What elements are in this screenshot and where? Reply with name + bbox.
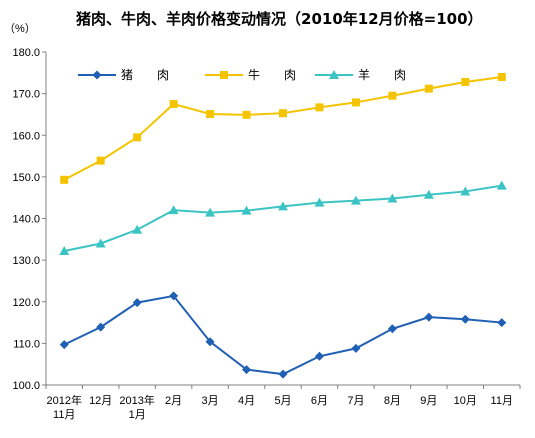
x-tick-label: 1月 [129,409,146,421]
x-tick-label: 8月 [384,395,401,407]
y-tick-label: 170.0 [12,89,40,101]
data-point [279,109,287,118]
x-tick-label: 4月 [238,395,255,407]
y-unit-label: （%） [4,23,36,35]
x-tick-label: 2月 [165,395,182,407]
legend-item: 猪 肉 [78,68,169,82]
data-point [168,205,179,215]
data-point [95,238,106,248]
y-tick-label: 160.0 [12,130,40,142]
x-tick-label: 6月 [311,395,328,407]
x-tick-label: 2012年 [46,393,81,407]
x-tick-label: 7月 [347,395,364,407]
legend-item: 羊 肉 [315,67,406,82]
y-tick-label: 120.0 [12,297,40,309]
x-tick-label: 12月 [89,395,112,407]
data-point [169,291,179,301]
legend-label: 猪 肉 [121,68,169,82]
x-tick-label: 2013年 [119,393,154,407]
data-point [496,180,507,190]
data-point [388,91,397,100]
y-tick-label: 150.0 [12,172,40,184]
data-point [242,110,251,119]
legend-marker [92,70,102,80]
y-tick-label: 100.0 [12,380,40,392]
data-point [278,201,288,211]
data-point [278,369,288,379]
data-point [315,103,324,112]
data-point [96,322,106,332]
series-line [64,184,502,252]
data-point [205,337,215,347]
x-tick-label: 9月 [420,395,437,407]
data-point [460,314,470,324]
x-tick-label: 10月 [454,395,477,407]
data-point [59,340,69,350]
y-tick-labels: 100.0 110.0 120.0 130.0 140.0 150.0 160.0 170.0… [12,47,40,392]
series-line [63,294,502,376]
data-point [96,156,105,165]
data-point [314,351,324,361]
data-point [169,100,178,109]
series-2 [60,72,506,184]
legend-label: 羊 肉 [358,67,406,82]
data-point [497,72,506,81]
legend-marker [329,70,339,79]
data-point [206,110,215,119]
data-point [59,245,70,255]
y-tick-label: 140.0 [12,214,40,226]
data-point [132,224,143,234]
data-point [133,133,142,142]
data-point [460,186,471,196]
legend: 猪 肉牛 肉羊 肉 [78,67,406,82]
legend-label: 牛 肉 [248,67,296,82]
y-tick-label: 180.0 [12,47,40,59]
data-point [350,195,361,205]
series-1 [59,291,507,379]
data-point [60,175,69,184]
data-point [387,193,398,203]
data-point [132,298,142,308]
x-tick-label: 11月 [53,409,75,421]
data-point [351,343,361,353]
data-point [242,365,252,375]
data-point [461,77,470,86]
legend-item: 牛 肉 [205,67,296,82]
axes [42,51,521,389]
chart-title: 猪肉、牛肉、羊肉价格变动情况（2010年12月价格=100） [76,10,483,28]
x-tick-label: 11月 [491,395,513,407]
x-tick-label: 3月 [202,395,219,407]
x-tick-label: 5月 [274,395,291,407]
y-tick-label: 110.0 [13,338,40,350]
data-point [497,318,507,328]
data-point [205,207,216,217]
data-point [424,312,434,322]
data-point [314,197,325,207]
data-point [424,84,433,93]
data-point [241,205,252,215]
data-point [387,324,397,334]
data-point [423,189,434,199]
y-tick-label: 130.0 [12,255,40,267]
series-3 [59,180,507,255]
series-layer [59,72,507,379]
legend-marker [220,71,228,79]
x-tick-labels: 2012年 11月 12月 2013年 1月 2月 3月 4月 5月 6月 7月 8月 9月 10月 11月 [46,393,512,421]
series-line [63,75,502,181]
data-point [351,98,360,107]
